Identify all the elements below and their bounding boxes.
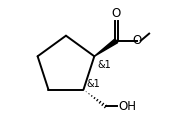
Text: OH: OH	[118, 100, 136, 113]
Polygon shape	[94, 39, 118, 56]
Text: &1: &1	[87, 79, 100, 89]
Text: &1: &1	[98, 59, 111, 70]
Text: O: O	[112, 7, 121, 20]
Text: O: O	[133, 34, 142, 47]
